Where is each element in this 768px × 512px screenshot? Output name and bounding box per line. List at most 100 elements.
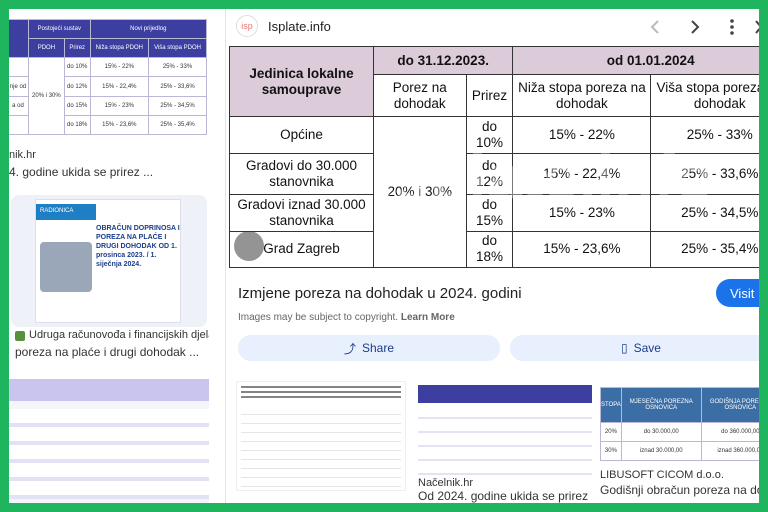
caption[interactable]: Od 2024. godine ukida se prirez - ... [418, 489, 588, 503]
table-cell: do 15% [465, 193, 514, 232]
save-label: Save [633, 341, 661, 355]
preview-panel: isp Isplate.info Jedinica lokalne samoup… [225, 9, 759, 503]
thumbnail[interactable]: RADIONICA OBRAČUN DOPRINOSA I POREZA NA … [11, 195, 207, 327]
table-cell: do 15% [63, 95, 91, 116]
learn-more[interactable]: Learn More [400, 312, 455, 323]
table-cell: 20% [600, 422, 622, 443]
table-row: STOPA MJESEČNA POREZNA OSNOVICA GODIŠNJA P… [600, 387, 759, 424]
table-cell: STOPA [600, 387, 622, 424]
next[interactable] [691, 20, 700, 34]
copyright-text: Images may be subject to copyright. [238, 312, 399, 323]
table-cell: Općine [229, 116, 374, 155]
related-thumb[interactable]: STOPA MJESEČNA POREZNA OSNOVICA GODIŠNJA P… [600, 387, 759, 461]
caption[interactable]: poreza na plaće i drugi dohodak ... [15, 345, 200, 359]
menu[interactable] [730, 19, 734, 35]
thumb-rows [418, 405, 592, 475]
poster-image [40, 242, 92, 292]
table-row: Porez na dohodak Prirez Niža stopa poreza … [230, 74, 759, 118]
table-cell: Viša stopa poreza na dohodak [650, 74, 759, 118]
table-cell: iznad 30.000,00 [620, 441, 702, 461]
source: LIBUSOFT CICOM d.o.o. [600, 469, 724, 481]
table-cell: Gradovi do 30.000 stanovnika [229, 153, 374, 195]
copyright: Images may be subject to copyright. Lear… [238, 312, 455, 323]
table-cell: Porez na dohodak [373, 74, 467, 118]
caption[interactable]: Godišnji obračun poreza na dohodak... [600, 483, 759, 497]
result-title[interactable]: Izmjene poreza na dohodak u 2024. godini [238, 285, 522, 302]
preview-image[interactable]: Jedinica lokalne samouprave do 31.12.2023… [226, 45, 759, 269]
table-row: Gradovi iznad 30.000 stanovnika do 15% 15%… [229, 193, 759, 232]
table-row: Jedinica lokalne samouprave do 31.12.2023… [229, 45, 759, 118]
related-thumb[interactable] [418, 385, 592, 475]
poster: RADIONICA OBRAČUN DOPRINOSA I POREZA NA … [35, 199, 181, 323]
table-cell: do 18% [465, 230, 514, 269]
visit-button[interactable]: Visit › [716, 279, 759, 316]
table-row: Općine 20% i 30% do 10% 15% - 22% 25% - 33% [229, 116, 759, 268]
table-cell: 25% - 35,4% [148, 114, 207, 135]
table-cell: Postojeći sustav [27, 19, 91, 40]
table-cell: 15% - 22% [89, 57, 150, 78]
table-cell: 15% - 23% [89, 95, 150, 116]
table-cell: 25% - 33,6% [148, 76, 207, 97]
tax-table: Jedinica lokalne samouprave do 31.12.2023… [229, 45, 759, 269]
thumbnail[interactable] [9, 379, 209, 503]
prev[interactable] [650, 20, 659, 34]
table-cell: Jedinica lokalne samouprave [229, 45, 374, 118]
thumb-header [418, 385, 592, 403]
thumb-heading [241, 386, 401, 398]
table-cell: nje od [9, 76, 29, 97]
table-row: do 18% 15% - 23,6% 25% - 35,4% [9, 114, 207, 135]
table-cell: a od [9, 95, 29, 116]
screen: Postojeći sustav Novi prijedlog PDOH Prirez… [9, 9, 759, 503]
table-cell: 20% i 30% [27, 57, 65, 135]
share-label: Share [361, 341, 395, 355]
badge: RADIONICA [36, 204, 96, 220]
table-cell: do 31.12.2023. [372, 45, 514, 76]
save-button[interactable]: ▯ Save [510, 335, 759, 361]
source: Načelnik.hr [418, 477, 474, 489]
site-name[interactable]: Isplate.info [268, 19, 331, 34]
visit-label: Visit [730, 286, 755, 301]
table-cell: 25% - 33,6% [650, 153, 759, 195]
related-thumb[interactable] [236, 381, 406, 491]
close[interactable] [755, 20, 759, 34]
thumb-table: Postojeći sustav Novi prijedlog PDOH Prirez… [9, 19, 208, 135]
table-row: PDOH Prirez Niža stopa PDOH Viša stopa PDOH [9, 38, 207, 59]
table-cell: 25% - 34,5% [148, 95, 207, 116]
table-cell: GODIŠNJA POREZNA OSNOVICA [700, 387, 759, 424]
thumbnail[interactable]: Postojeći sustav Novi prijedlog PDOH Prirez… [9, 19, 209, 135]
table-cell: Viša stopa PDOH [148, 38, 207, 59]
table-cell: iznad 360.000,00 [700, 441, 759, 461]
table-cell [9, 114, 29, 135]
table-cell: 25% - 33% [650, 116, 759, 155]
table-row: 20% i 30% do 10% 15% - 22% 25% - 33% [9, 57, 207, 135]
favicon [15, 331, 25, 341]
table-cell: do 12% [465, 153, 514, 195]
table-cell: 15% - 23,6% [89, 114, 150, 135]
table-cell: 20% i 30% [373, 116, 467, 268]
table-cell: 15% - 22% [512, 116, 652, 155]
table-cell: 25% - 34,5% [650, 193, 759, 232]
nav-icons [650, 19, 759, 35]
table-cell: do 12% [63, 76, 91, 97]
table-row: Gradovi do 30.000 stanovnika do 12% 15% - … [229, 153, 759, 195]
table-cell: do 30.000,00 [620, 422, 702, 443]
caption[interactable]: 4. godine ukida se prirez ... [9, 165, 154, 179]
table-cell: 15% - 23% [512, 193, 652, 232]
table-cell: Gradovi iznad 30.000 stanovnika [229, 193, 374, 232]
table-cell: Prirez [465, 74, 514, 118]
table-cell: MJESEČNA POREZNA OSNOVICA [620, 387, 702, 424]
table-cell: do 18% [63, 114, 91, 135]
table-row: nje od do 12% 15% - 22,4% 25% - 33,6% [9, 76, 207, 97]
lens-button[interactable] [234, 231, 264, 261]
table-row: 30% iznad 30.000,00 iznad 360.000,00 [600, 441, 759, 461]
table-cell: Niža stopa PDOH [89, 38, 150, 59]
table-cell: Novi prijedlog [89, 19, 208, 40]
thumb-table: STOPA MJESEČNA POREZNA OSNOVICA GODIŠNJA P… [600, 387, 759, 461]
site-icon: isp [236, 15, 258, 37]
table-cell [9, 19, 29, 59]
table-cell: 15% - 22,4% [89, 76, 150, 97]
table-row: Postojeći sustav Novi prijedlog [9, 19, 208, 59]
table-cell: 25% - 33% [148, 57, 207, 78]
share-button[interactable]: ⤴ Share [238, 335, 500, 361]
